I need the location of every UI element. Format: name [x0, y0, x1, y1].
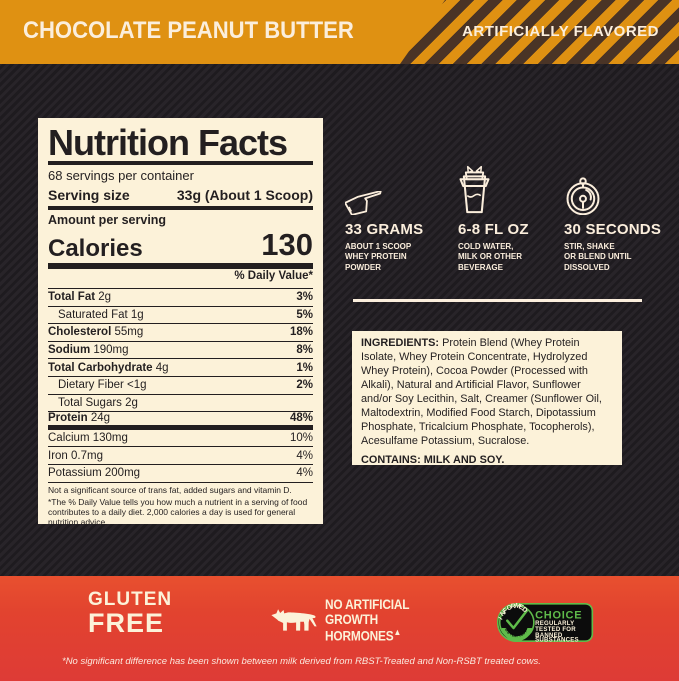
svg-text:SUBSTANCES: SUBSTANCES — [535, 637, 579, 644]
